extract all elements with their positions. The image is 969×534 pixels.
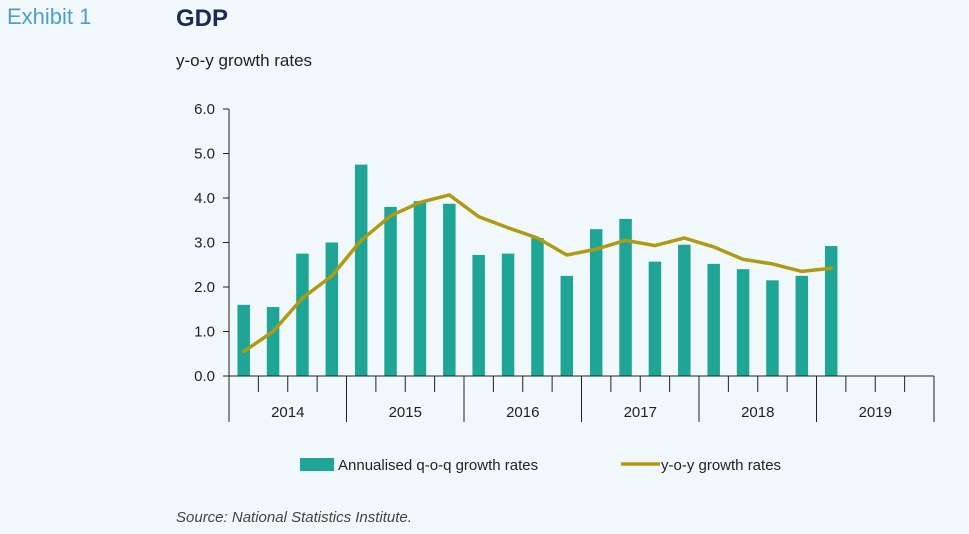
line-yoy-growth xyxy=(241,193,833,354)
exhibit-label: Exhibit 1 xyxy=(7,4,92,29)
bar-annualised-qoq xyxy=(531,238,544,376)
x-year-label: 2018 xyxy=(741,404,774,421)
x-year-label: 2014 xyxy=(271,404,304,421)
source-note: Source: National Statistics Institute. xyxy=(176,509,412,526)
bar-annualised-qoq xyxy=(648,261,662,376)
bar-annualised-qoq xyxy=(589,229,603,376)
y-tick-label: 5.0 xyxy=(194,146,215,163)
bar-annualised-qoq xyxy=(678,244,691,376)
bar-annualised-qoq xyxy=(266,307,280,376)
bar-annualised-qoq xyxy=(413,201,427,376)
chart-subtitle: y-o-y growth rates xyxy=(176,51,313,70)
bar-annualised-qoq xyxy=(237,304,250,376)
bar-annualised-qoq xyxy=(296,253,309,376)
y-tick-label: 2.0 xyxy=(194,279,215,296)
bar-annualised-qoq xyxy=(766,280,779,376)
bar-annualised-qoq xyxy=(736,269,750,376)
bar-annualised-qoq xyxy=(354,164,368,376)
x-year-label: 2017 xyxy=(624,404,657,421)
y-tick-label: 6.0 xyxy=(194,101,215,118)
bar-annualised-qoq xyxy=(501,253,515,376)
bar-annualised-qoq xyxy=(619,218,632,376)
bar-annualised-qoq xyxy=(472,254,485,376)
bar-annualised-qoq xyxy=(560,275,574,376)
legend-label-line: y-o-y growth rates xyxy=(661,457,781,474)
x-year-label: 2016 xyxy=(506,404,539,421)
y-tick-label: 4.0 xyxy=(194,190,215,207)
bar-annualised-qoq xyxy=(443,203,456,376)
y-tick-label: 1.0 xyxy=(194,324,215,341)
chart-title: GDP xyxy=(176,5,229,32)
x-year-label: 2015 xyxy=(389,404,422,421)
legend-label-bar: Annualised q-o-q growth rates xyxy=(338,457,538,474)
bar-annualised-qoq xyxy=(325,242,339,376)
bar-annualised-qoq xyxy=(824,246,838,376)
bar-annualised-qoq xyxy=(795,275,809,376)
bar-annualised-qoq xyxy=(384,206,397,376)
legend-swatch-bar xyxy=(300,458,334,471)
x-year-label: 2019 xyxy=(859,404,892,421)
y-tick-label: 3.0 xyxy=(194,235,215,252)
bar-annualised-qoq xyxy=(707,263,720,376)
y-tick-label: 0.0 xyxy=(194,368,215,385)
